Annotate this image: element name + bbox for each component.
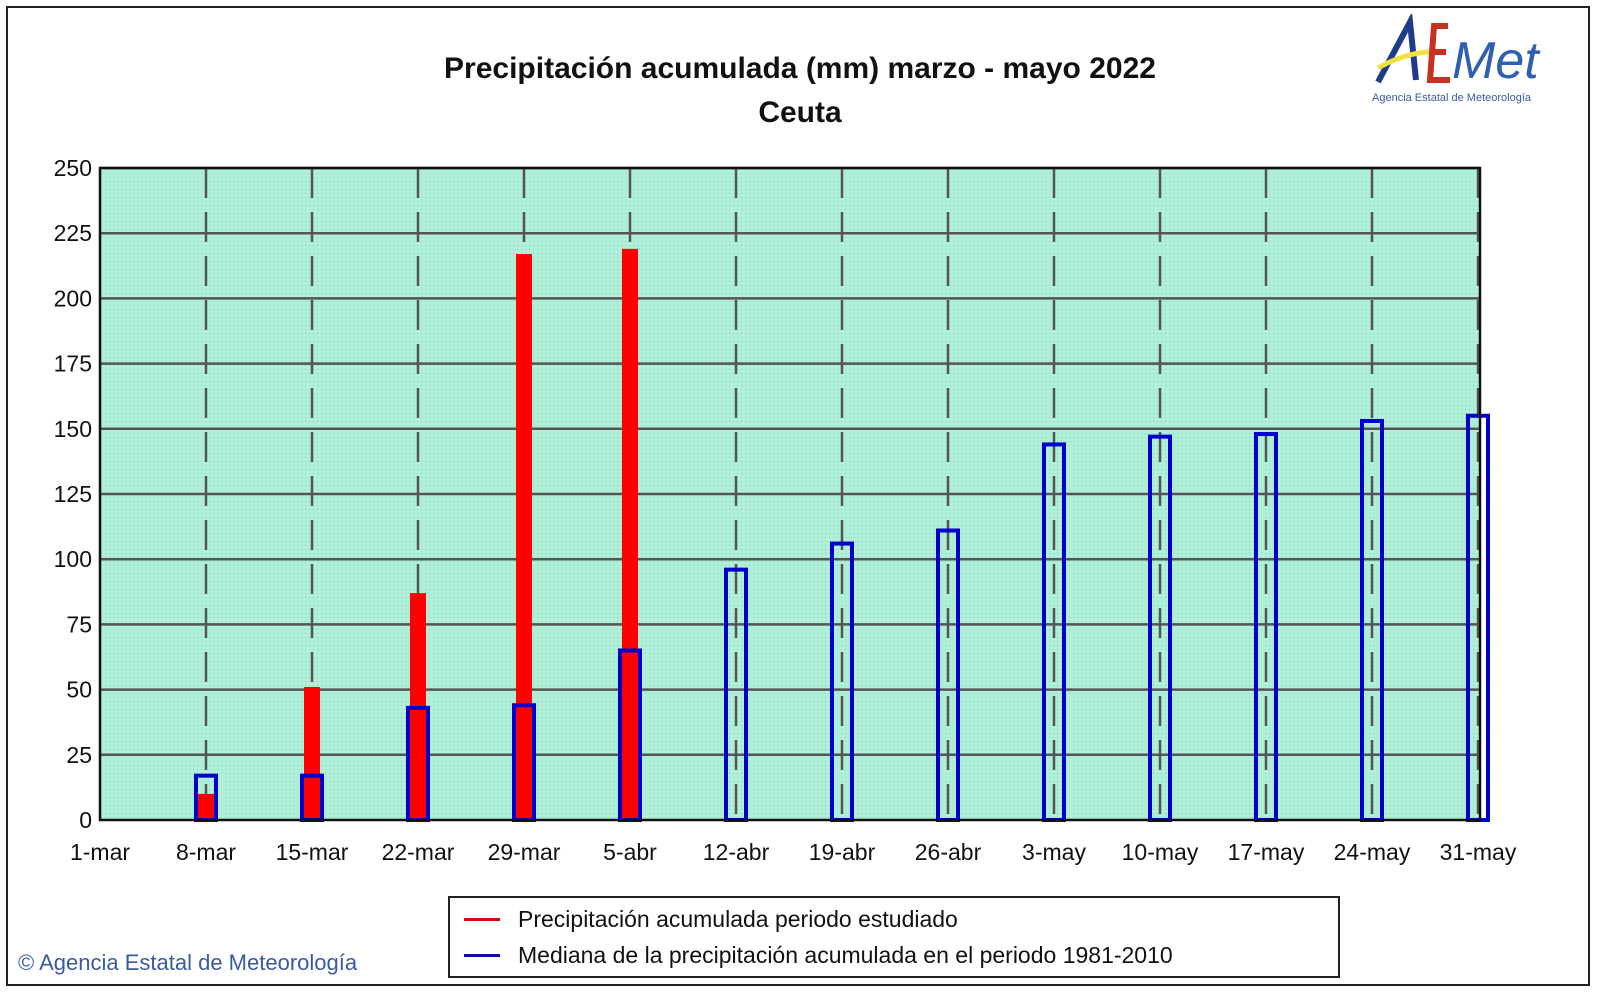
x-tick-label: 5-abr: [603, 839, 657, 865]
x-tick-label: 29-mar: [488, 839, 561, 865]
logo-subtitle: Agencia Estatal de Meteorología: [1372, 92, 1531, 104]
x-tick-label: 15-mar: [276, 839, 349, 865]
bar-observed: [198, 793, 214, 820]
legend-swatch-blue: [464, 954, 500, 957]
y-tick-label: 150: [54, 416, 92, 442]
y-tick-label: 75: [66, 611, 92, 637]
legend-item-observed: Precipitación acumulada periodo estudiad…: [464, 906, 958, 933]
y-tick-label: 125: [54, 481, 92, 507]
svg-text:Met: Met: [1452, 32, 1541, 90]
aemet-logo: Met: [1375, 14, 1541, 90]
chart-subtitle: Ceuta: [758, 96, 842, 129]
x-tick-label: 8-mar: [176, 839, 236, 865]
x-tick-label: 17-may: [1228, 839, 1305, 865]
x-tick-label: 19-abr: [809, 839, 876, 865]
legend-item-median: Mediana de la precipitación acumulada en…: [464, 942, 1173, 969]
legend-swatch-red: [464, 918, 500, 921]
y-tick-label: 25: [66, 742, 92, 768]
x-tick-label: 26-abr: [915, 839, 982, 865]
y-tick-label: 200: [54, 285, 92, 311]
x-tick-label: 3-may: [1022, 839, 1086, 865]
bar-observed: [516, 254, 532, 821]
chart-title: Precipitación acumulada (mm) marzo - may…: [444, 52, 1156, 85]
bar-observed: [622, 248, 638, 820]
plot-border: [98, 166, 1482, 822]
x-tick-label: 24-may: [1334, 839, 1411, 865]
legend-label: Precipitación acumulada periodo estudiad…: [518, 906, 958, 932]
legend: Precipitación acumulada periodo estudiad…: [448, 896, 1340, 978]
legend-label: Mediana de la precipitación acumulada en…: [518, 942, 1173, 968]
bar-observed: [304, 686, 320, 820]
x-tick-label: 1-mar: [70, 839, 130, 865]
y-tick-label: 100: [54, 546, 92, 572]
x-tick-label: 31-may: [1440, 839, 1517, 865]
y-tick-label: 250: [54, 155, 92, 181]
x-tick-label: 22-mar: [382, 839, 455, 865]
y-tick-label: 175: [54, 351, 92, 377]
y-tick-label: 50: [66, 677, 92, 703]
copyright-text: © Agencia Estatal de Meteorología: [18, 950, 358, 975]
chart-frame: [6, 6, 1590, 986]
chart-svg: 0 25 50 75 100 125 150 175 200 225 250 1-mar 8-mar 15…: [54, 155, 1517, 865]
x-tick-label: 12-abr: [703, 839, 770, 865]
y-tick-label: 225: [54, 220, 92, 246]
x-tick-label: 10-may: [1122, 839, 1199, 865]
y-tick-label: 0: [79, 807, 92, 833]
